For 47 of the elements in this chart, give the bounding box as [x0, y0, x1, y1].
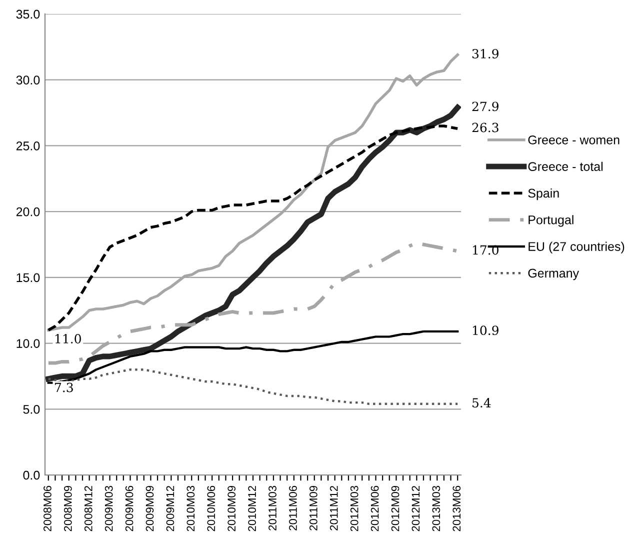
- x-tick-label: 2010M09: [228, 486, 236, 532]
- x-tick-label: 2011M12: [330, 486, 338, 530]
- data-label: 26.3: [472, 122, 498, 132]
- y-tick-label: 0.0: [23, 470, 40, 480]
- x-tick-label: 2011M06: [289, 486, 297, 530]
- x-tick-label: 2009M06: [125, 486, 134, 532]
- data-label: 10.9: [473, 326, 498, 336]
- line-series: [46, 241, 460, 365]
- x-tick-label: 2008M09: [64, 486, 72, 532]
- y-tick-label: 35.0: [16, 10, 40, 19]
- x-tick-label: 2010M03: [186, 486, 195, 532]
- y-tick-label: 25.0: [16, 142, 40, 150]
- x-tick-label: 2008M06: [44, 486, 52, 532]
- x-tick-label: 2012M06: [370, 486, 379, 532]
- line-series: [47, 53, 459, 332]
- legend-label: Greece - women: [528, 135, 620, 144]
- x-tick-label: 2009M12: [166, 486, 174, 532]
- legend-label: Germany: [528, 268, 580, 280]
- x-tick-label: 2012M09: [391, 486, 400, 532]
- y-tick-label: 5.0: [23, 404, 40, 414]
- legend-label: Portugal: [528, 215, 574, 227]
- line-series: [47, 330, 459, 384]
- x-tick-label: 2010M12: [248, 486, 256, 532]
- data-label: 27.9: [472, 102, 498, 112]
- data-label: 5.4: [472, 398, 491, 408]
- legend-label: Greece - total: [528, 162, 603, 171]
- line-series: [47, 368, 459, 405]
- x-tick-label: 2009M09: [146, 486, 154, 532]
- line-series: [47, 124, 459, 332]
- y-tick-label: 20.0: [16, 207, 40, 216]
- x-tick-label: 2009M03: [104, 486, 113, 532]
- x-tick-label: 2010M06: [207, 486, 216, 532]
- data-label: 7.3: [55, 382, 73, 392]
- y-tick-label: 10.0: [16, 339, 40, 348]
- x-tick-label: 2012M12: [412, 486, 420, 532]
- data-label: 11.0: [55, 334, 81, 344]
- x-tick-label: 2011M03: [268, 486, 276, 530]
- y-tick-label: 30.0: [16, 76, 40, 85]
- data-label: 31.9: [472, 49, 498, 58]
- x-tick-label: 2013M03: [432, 486, 440, 532]
- x-tick-label: 2011M09: [309, 486, 318, 530]
- x-tick-label: 2013M06: [452, 486, 461, 532]
- legend-label: Spain: [528, 188, 559, 200]
- y-tick-label: 15.0: [16, 273, 40, 282]
- x-tick-label: 2012M03: [350, 486, 358, 532]
- x-tick-label: 2008M12: [84, 486, 92, 532]
- legend-label: EU (27 countries): [528, 242, 624, 254]
